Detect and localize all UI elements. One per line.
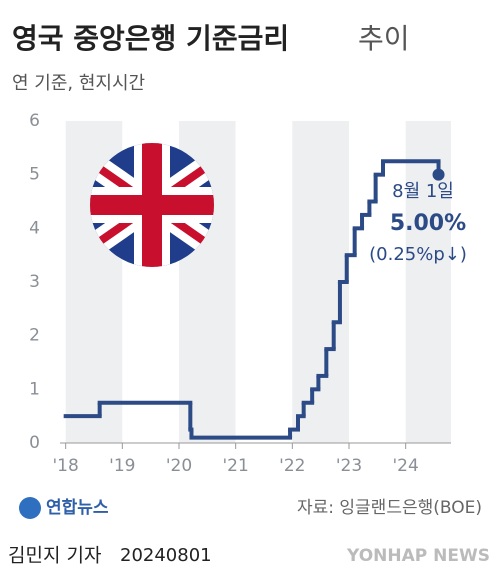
chart-subtitle: 연 기준, 현지시간 xyxy=(12,73,145,94)
y-tick-label: 4 xyxy=(29,218,40,238)
y-tick-label: 3 xyxy=(29,272,40,292)
x-tick-label: '22 xyxy=(279,456,305,476)
annotation-value: 5.00% xyxy=(390,211,466,236)
x-tick-label: '20 xyxy=(166,456,192,476)
date: 20240801 xyxy=(120,545,212,566)
source: 자료: 잉글랜드은행(BOE) xyxy=(297,498,482,518)
brand: YONHAP NEWS xyxy=(346,546,490,566)
chart-title-suffix: 추이 xyxy=(358,22,410,55)
x-tick-label: '24 xyxy=(393,456,419,476)
uk-flag xyxy=(90,143,214,267)
reporter: 김민지 기자 xyxy=(8,545,101,567)
annotation-change: (0.25%p↓) xyxy=(369,244,467,265)
y-tick-label: 6 xyxy=(29,111,40,131)
y-tick-label: 0 xyxy=(29,433,40,453)
y-tick-label: 2 xyxy=(29,326,40,346)
chart-title: 영국 중앙은행 기준금리 xyxy=(12,22,289,55)
annotation-date: 8월 1일 xyxy=(392,181,454,202)
x-tick-label: '19 xyxy=(109,456,135,476)
x-tick-label: '23 xyxy=(336,456,362,476)
year-band xyxy=(349,121,406,443)
y-tick-label: 5 xyxy=(29,165,40,185)
x-tick-label: '18 xyxy=(53,456,79,476)
y-tick-label: 1 xyxy=(29,379,40,399)
x-tick-label: '21 xyxy=(223,456,249,476)
year-band xyxy=(235,121,293,443)
end-point xyxy=(432,168,445,181)
logo: 연합뉴스 xyxy=(46,497,109,518)
year-band xyxy=(405,121,451,443)
logo-icon xyxy=(19,497,41,519)
